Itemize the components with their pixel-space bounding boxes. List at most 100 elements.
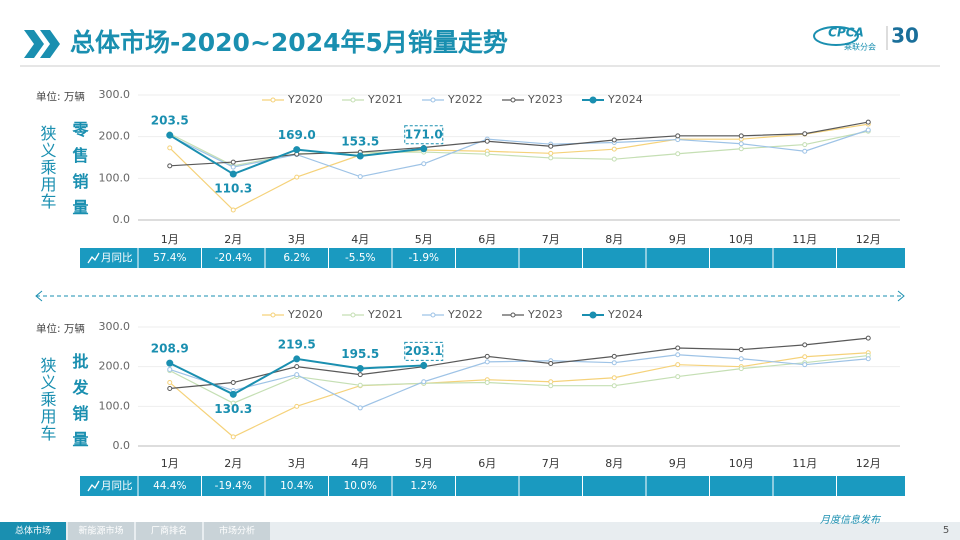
legend-marker [430,312,436,318]
x-tick-label: 6月 [478,457,496,470]
point [548,383,554,389]
y-tick-label: 100.0 [99,171,131,184]
x-tick-label: 12月 [856,233,881,246]
yoy-row [80,248,905,268]
series-line [169,129,869,178]
x-tick-label: 10月 [729,457,754,470]
footer-tab [204,522,270,540]
point [548,150,554,156]
yoy-cell: 6.2% [283,252,310,264]
x-tick-label: 4月 [351,233,369,246]
point [421,379,427,385]
data-label: 203.1 [405,344,443,358]
legend-marker [350,97,356,103]
data-label: 208.9 [151,342,189,356]
yoy-cell: 44.4% [153,480,186,492]
y-tick-label: 300.0 [99,320,131,333]
point [230,380,236,386]
legend-marker [270,312,276,318]
point [675,151,681,157]
point [294,174,300,180]
yoy-cell: 1.2% [410,480,437,492]
yoy-label: 月同比 [101,479,133,492]
yoy-cell: 10.4% [280,480,313,492]
legend-label: Y2021 [367,308,403,321]
point [548,143,554,149]
point [802,142,808,148]
point [229,170,237,178]
y-tick-label: 0.0 [113,213,131,226]
point [230,434,236,440]
point [802,148,808,154]
legend-marker [589,96,597,104]
series-line [169,354,869,409]
legend-marker [430,97,436,103]
legend-marker [510,312,516,318]
yoy-cell: -19.4% [215,480,252,492]
x-tick-label: 7月 [542,457,560,470]
data-label: 110.3 [214,182,252,196]
yoy-cell: -20.4% [215,252,252,264]
point [738,146,744,152]
point [421,161,427,167]
data-label: 169.0 [278,128,316,142]
point [865,335,871,341]
data-label: 219.5 [278,337,316,351]
point [167,385,173,391]
yoy-cell: -5.5% [345,252,375,264]
series-line [169,121,869,167]
point [675,362,681,368]
point [865,127,871,133]
point [738,141,744,147]
x-tick-label: 8月 [605,457,623,470]
point [802,131,808,137]
point [230,164,236,170]
point [611,353,617,359]
point [357,372,363,378]
point [865,356,871,362]
yoy-cell: -1.9% [409,252,439,264]
point [230,400,236,406]
x-tick-label: 4月 [351,457,369,470]
legend-label: Y2022 [447,93,483,106]
point [548,360,554,366]
point [420,145,428,153]
x-tick-label: 5月 [415,233,433,246]
point [293,355,301,363]
x-tick-label: 12月 [856,457,881,470]
point [166,131,174,139]
logo-anniversary: 30 [891,24,919,48]
point [675,345,681,351]
point [611,146,617,152]
x-tick-label: 3月 [288,457,306,470]
point [738,347,744,353]
x-tick-label: 9月 [669,457,687,470]
unit-label: 单位: 万辆 [36,322,85,335]
x-tick-label: 7月 [542,233,560,246]
legend-label: Y2023 [527,93,563,106]
page-number: 5 [943,525,949,536]
point [293,146,301,154]
footer-tab-label: 总体市场 [15,525,51,537]
footer-tab-label: 厂商排名 [151,525,187,537]
point [420,361,428,369]
point [548,155,554,161]
logo: CPCA 乘联分会 30 [813,24,919,52]
point [865,119,871,125]
footer-tab [136,522,202,540]
point [294,364,300,370]
point [675,133,681,139]
point [611,375,617,381]
y-tick-label: 0.0 [113,439,131,452]
y-tick-label: 200.0 [99,360,131,373]
x-tick-label: 10月 [729,233,754,246]
x-tick-label: 2月 [224,457,242,470]
point [738,366,744,372]
legend-marker [350,312,356,318]
point [548,379,554,385]
point [356,364,364,372]
point [611,156,617,162]
yoy-cell: 57.4% [153,252,186,264]
series-line [169,337,869,390]
logo-org: 乘联分会 [844,42,876,52]
